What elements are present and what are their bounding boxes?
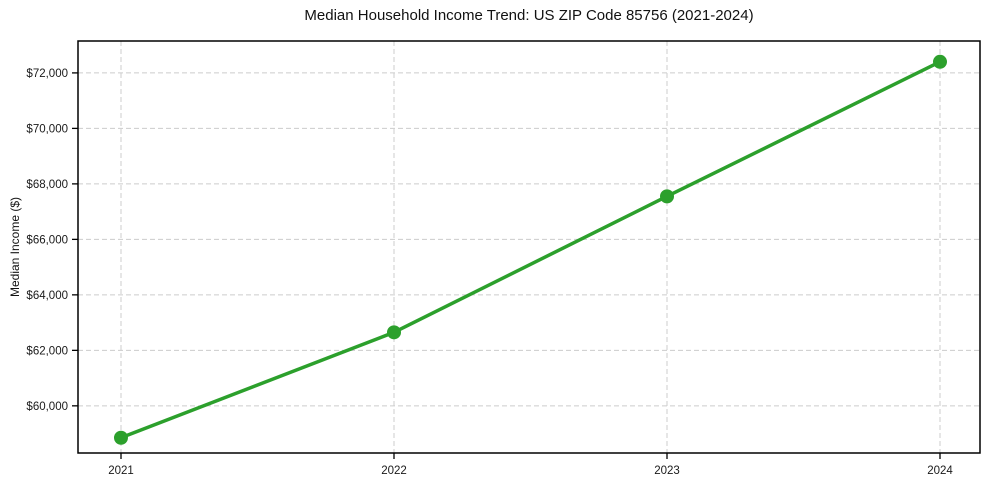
- y-tick-label: $64,000: [26, 290, 68, 302]
- data-point-marker: [660, 189, 674, 204]
- x-tick-label: 2021: [108, 465, 134, 477]
- y-tick-label: $66,000: [26, 234, 68, 246]
- income-trend-line: [119, 60, 942, 440]
- y-tick-label: $72,000: [26, 68, 68, 80]
- y-tick-label: $60,000: [26, 401, 68, 413]
- y-tick-label: $62,000: [26, 345, 68, 357]
- plot-border: [77, 40, 981, 454]
- x-tick-label: 2022: [381, 465, 407, 477]
- x-tick-label: 2023: [654, 465, 680, 477]
- data-point-marker: [387, 325, 401, 340]
- data-point-marker: [114, 430, 128, 445]
- y-tick-label: $68,000: [26, 179, 68, 191]
- chart-title: Median Household Income Trend: US ZIP Co…: [304, 7, 754, 24]
- y-tick-label: $70,000: [26, 123, 68, 135]
- x-tick-label: 2024: [927, 465, 953, 477]
- data-point-marker: [933, 54, 947, 69]
